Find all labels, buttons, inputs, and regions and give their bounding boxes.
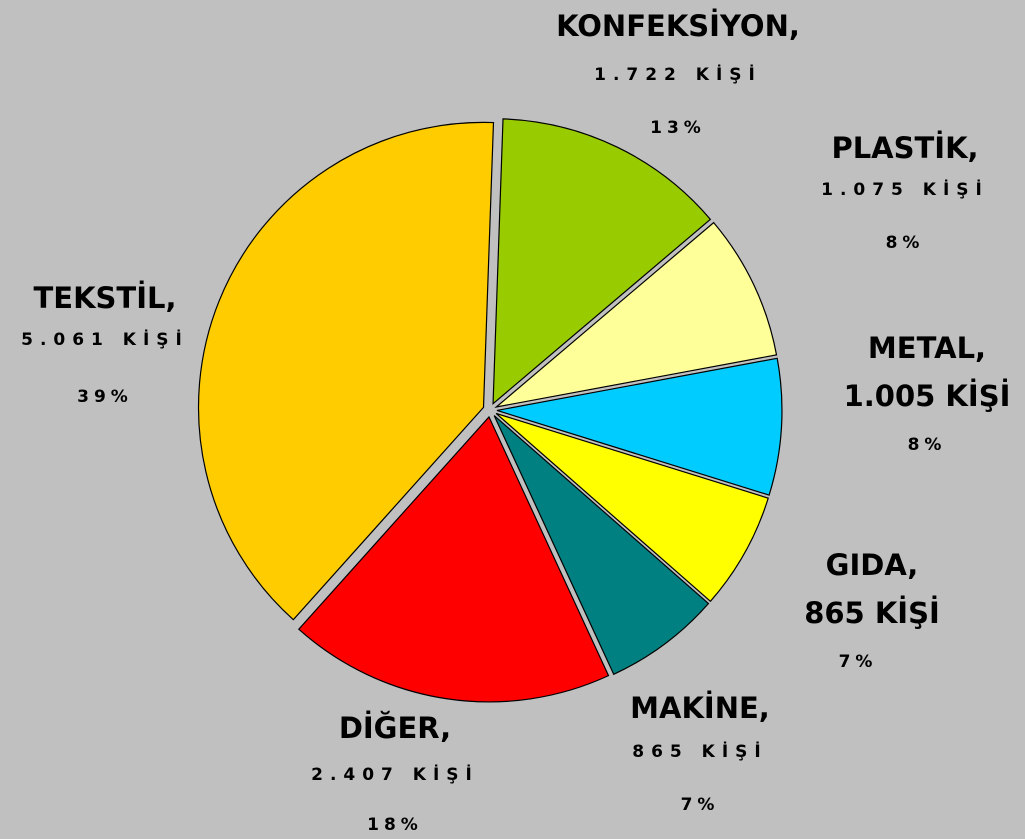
- slice-name: KONFEKSİYON,: [556, 9, 800, 43]
- slice-name: DİĞER,: [339, 711, 451, 745]
- percent-label: 7%: [681, 795, 720, 815]
- pie-slice: [493, 415, 710, 676]
- pie-slice: [496, 357, 783, 496]
- pie-slice: [495, 412, 769, 603]
- slice-name: METAL,: [868, 331, 986, 365]
- value-label: 5.061 KİŞİ: [21, 328, 189, 350]
- value-label: 865 KİŞİ: [632, 740, 767, 762]
- percent-label: 18%: [367, 815, 423, 835]
- value-label: 1.722 KİŞİ: [594, 63, 762, 85]
- slice-name: TEKSTİL,: [33, 281, 176, 315]
- value-label: 865 KİŞİ: [804, 596, 940, 630]
- pie-slice: [494, 221, 778, 408]
- slice-name: PLASTİK,: [831, 131, 978, 165]
- pie-slice: [297, 415, 610, 703]
- percent-label: 39%: [77, 387, 133, 407]
- slice-name: MAKİNE,: [630, 691, 770, 725]
- value-label: 1.075 KİŞİ: [821, 178, 989, 200]
- percent-label: 8%: [908, 435, 947, 455]
- percent-label: 7%: [839, 652, 878, 672]
- percent-label: 13%: [650, 118, 706, 138]
- pie-slice: [492, 118, 712, 406]
- value-label: 1.005 KİŞİ: [844, 379, 1011, 413]
- value-label: 2.407 KİŞİ: [311, 763, 479, 785]
- slice-name: GIDA,: [826, 548, 919, 582]
- percent-label: 8%: [886, 233, 925, 253]
- pie-slice: [197, 121, 495, 621]
